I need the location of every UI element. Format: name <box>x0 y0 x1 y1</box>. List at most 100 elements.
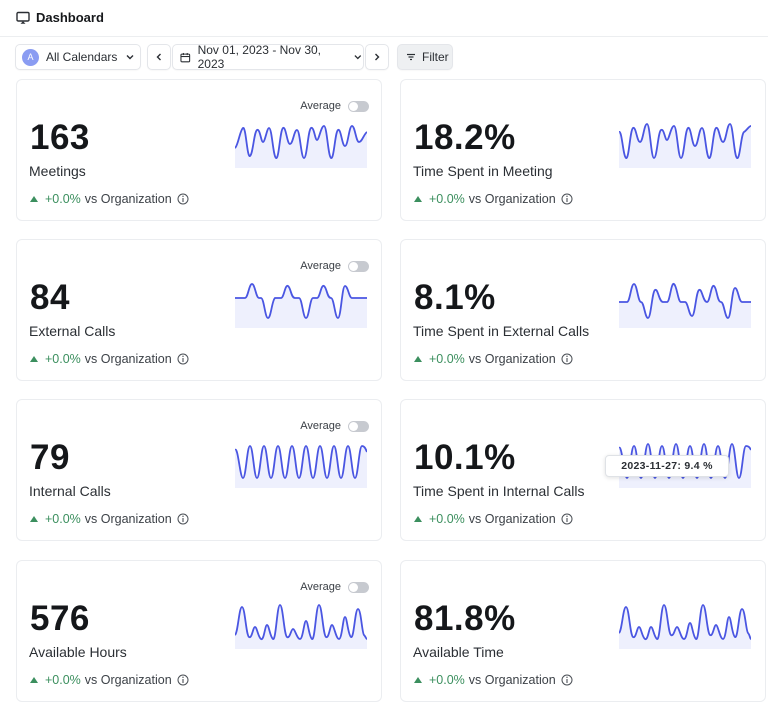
delta-percent: +0.0% <box>429 192 465 206</box>
average-label: Average <box>300 581 341 593</box>
delta-percent: +0.0% <box>45 512 81 526</box>
metric-label: Time Spent in External Calls <box>413 323 590 339</box>
sparkline-chart[interactable] <box>235 440 367 488</box>
delta-compare-label: vs Organization <box>84 673 172 687</box>
delta-percent: +0.0% <box>45 192 81 206</box>
prev-period-button[interactable] <box>147 44 171 70</box>
average-label: Average <box>300 100 341 112</box>
metric-value: 81.8% <box>414 599 516 638</box>
metric-card-internal-calls: Average 79 Internal Calls +0.0% vs Organ… <box>16 399 382 541</box>
delta-percent: +0.0% <box>429 673 465 687</box>
sparkline-chart[interactable] <box>619 601 751 649</box>
info-icon[interactable] <box>561 674 573 686</box>
toolbar: A All Calendars Nov 01, 2023 - Nov 30, 2… <box>0 43 768 72</box>
average-switch[interactable] <box>348 581 369 593</box>
monitor-icon <box>16 11 30 24</box>
info-icon[interactable] <box>177 353 189 365</box>
sparkline-chart[interactable] <box>619 120 751 168</box>
metric-value: 79 <box>30 438 70 477</box>
metric-card-available-hours: Average 576 Available Hours +0.0% vs Org… <box>16 560 382 702</box>
delta-percent: +0.0% <box>45 673 81 687</box>
chevron-left-icon <box>156 53 161 61</box>
metric-card-available-time: 81.8% Available Time +0.0% vs Organizati… <box>400 560 766 702</box>
metric-card-time-in-meeting: 18.2% Time Spent in Meeting +0.0% vs Org… <box>400 79 766 221</box>
metric-label: Time Spent in Meeting <box>413 163 553 179</box>
arrow-up-icon <box>30 356 38 362</box>
average-switch[interactable] <box>348 100 369 112</box>
delta-compare-label: vs Organization <box>84 512 172 526</box>
info-icon[interactable] <box>561 353 573 365</box>
info-icon[interactable] <box>177 513 189 525</box>
comparison-delta: +0.0% vs Organization <box>414 352 573 366</box>
average-label: Average <box>300 260 341 272</box>
metric-label: Time Spent in Internal Calls <box>413 483 585 499</box>
arrow-up-icon <box>30 516 38 522</box>
metric-label: Meetings <box>29 163 86 179</box>
info-icon[interactable] <box>561 193 573 205</box>
metric-value: 10.1% <box>414 438 516 477</box>
delta-compare-label: vs Organization <box>468 192 556 206</box>
average-toggle[interactable]: Average <box>300 260 369 272</box>
delta-compare-label: vs Organization <box>468 673 556 687</box>
calendar-select-label: All Calendars <box>46 50 118 64</box>
metric-label: Internal Calls <box>29 483 111 499</box>
chevron-right-icon <box>375 53 380 61</box>
info-icon[interactable] <box>177 193 189 205</box>
metric-label: Available Time <box>413 644 504 660</box>
delta-percent: +0.0% <box>45 352 81 366</box>
date-range-label: Nov 01, 2023 - Nov 30, 2023 <box>197 43 321 71</box>
sparkline-chart[interactable] <box>235 280 367 328</box>
avatar: A <box>22 48 39 66</box>
comparison-delta: +0.0% vs Organization <box>414 192 573 206</box>
metric-card-time-in-external-calls: 8.1% Time Spent in External Calls +0.0% … <box>400 239 766 381</box>
comparison-delta: +0.0% vs Organization <box>414 512 573 526</box>
average-switch[interactable] <box>348 420 369 432</box>
average-toggle[interactable]: Average <box>300 581 369 593</box>
delta-compare-label: vs Organization <box>84 352 172 366</box>
metric-value: 576 <box>30 599 90 638</box>
arrow-up-icon <box>414 677 422 683</box>
average-toggle[interactable]: Average <box>300 100 369 112</box>
metric-value: 84 <box>30 278 70 317</box>
metric-value: 18.2% <box>414 118 516 157</box>
arrow-up-icon <box>30 677 38 683</box>
metric-label: Available Hours <box>29 644 127 660</box>
delta-compare-label: vs Organization <box>468 512 556 526</box>
delta-percent: +0.0% <box>429 512 465 526</box>
info-icon[interactable] <box>177 674 189 686</box>
filter-icon <box>407 53 415 61</box>
comparison-delta: +0.0% vs Organization <box>30 352 189 366</box>
filter-label: Filter <box>422 50 449 64</box>
metric-card-meetings: Average 163 Meetings +0.0% vs Organizati… <box>16 79 382 221</box>
sparkline-chart[interactable] <box>619 280 751 328</box>
average-label: Average <box>300 420 341 432</box>
chevron-down-icon <box>354 55 362 60</box>
page-header: Dashboard <box>0 0 768 37</box>
chevron-down-icon <box>126 55 134 60</box>
info-icon[interactable] <box>561 513 573 525</box>
average-switch[interactable] <box>348 260 369 272</box>
comparison-delta: +0.0% vs Organization <box>414 673 573 687</box>
filter-button[interactable]: Filter <box>397 44 453 70</box>
delta-compare-label: vs Organization <box>468 352 556 366</box>
comparison-delta: +0.0% vs Organization <box>30 192 189 206</box>
metric-card-external-calls: Average 84 External Calls +0.0% vs Organ… <box>16 239 382 381</box>
arrow-up-icon <box>30 196 38 202</box>
arrow-up-icon <box>414 196 422 202</box>
sparkline-chart[interactable] <box>235 120 367 168</box>
date-range-picker[interactable]: Nov 01, 2023 - Nov 30, 2023 <box>172 43 364 71</box>
metric-value: 8.1% <box>414 278 496 317</box>
sparkline-chart[interactable] <box>235 601 367 649</box>
delta-compare-label: vs Organization <box>84 192 172 206</box>
chart-tooltip: 2023-11-27: 9.4 % <box>605 455 729 477</box>
comparison-delta: +0.0% vs Organization <box>30 512 189 526</box>
calendar-icon <box>180 52 191 62</box>
arrow-up-icon <box>414 356 422 362</box>
metric-label: External Calls <box>29 323 116 339</box>
metric-value: 163 <box>30 118 90 157</box>
calendar-select[interactable]: A All Calendars <box>15 44 141 70</box>
average-toggle[interactable]: Average <box>300 420 369 432</box>
delta-percent: +0.0% <box>429 352 465 366</box>
next-period-button[interactable] <box>365 44 389 70</box>
page-title: Dashboard <box>36 10 104 25</box>
